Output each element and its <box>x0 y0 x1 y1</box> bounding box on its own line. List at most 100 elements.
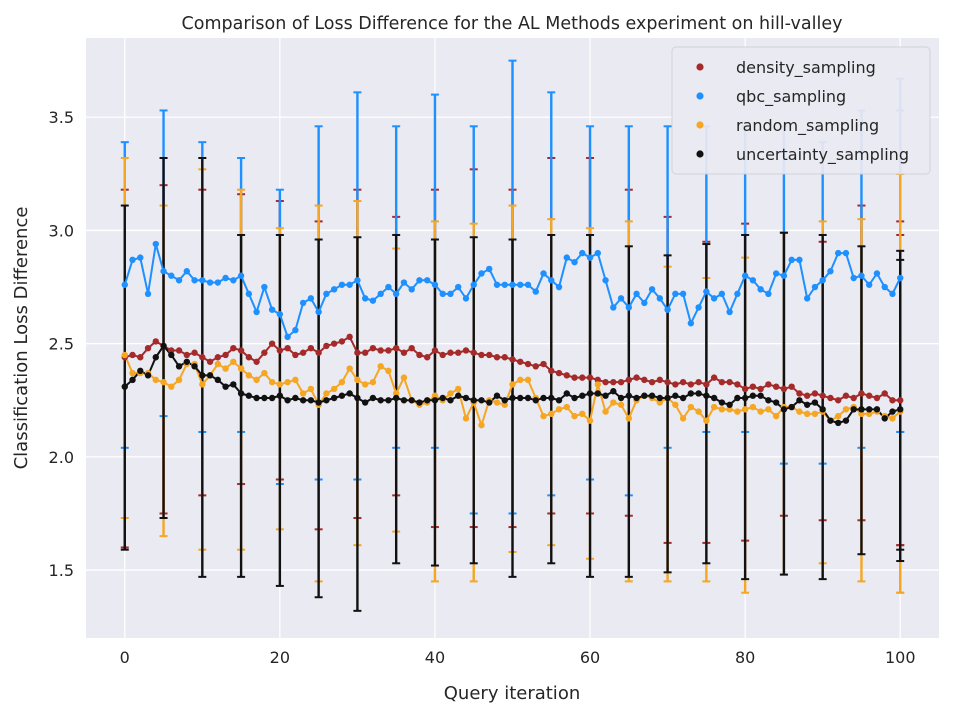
random-sampling-point <box>501 401 508 408</box>
density-sampling-point <box>672 381 679 388</box>
density-sampling-point <box>517 358 524 365</box>
density-sampling-point <box>385 347 392 354</box>
random-sampling-point <box>261 369 268 377</box>
qbc-sampling-point <box>191 277 198 284</box>
density-sampling-point <box>718 378 726 386</box>
density-sampling-point <box>261 349 268 356</box>
random-sampling-point <box>462 415 470 422</box>
uncertainty-sampling-point <box>478 397 485 404</box>
qbc-sampling-point <box>478 270 485 277</box>
uncertainty-sampling-point <box>772 399 780 406</box>
random-sampling-point <box>392 390 400 397</box>
qbc-sampling-point <box>695 304 702 311</box>
density-sampling-point <box>206 358 214 365</box>
random-sampling-point <box>610 399 617 406</box>
uncertainty-sampling-point <box>338 392 346 399</box>
density-sampling-point <box>625 376 633 384</box>
uncertainty-sampling-point <box>245 392 253 399</box>
density-sampling-point <box>741 385 749 393</box>
density-sampling-point <box>307 344 315 352</box>
y-tick-label: 2.5 <box>49 335 74 354</box>
legend-label: density_sampling <box>736 58 876 78</box>
uncertainty-sampling-errorbar <box>586 233 595 578</box>
density-sampling-point <box>850 394 857 402</box>
uncertainty-sampling-point <box>315 399 322 406</box>
uncertainty-sampling-point <box>803 401 811 408</box>
legend-item-qbc-sampling: qbc_sampling <box>696 87 846 107</box>
uncertainty-sampling-point <box>369 394 377 402</box>
density-sampling-point <box>881 390 888 397</box>
uncertainty-sampling-point <box>400 397 408 404</box>
uncertainty-sampling-point <box>299 397 307 404</box>
qbc-sampling-point <box>152 240 159 248</box>
density-sampling-point <box>323 342 330 350</box>
legend-marker <box>696 150 704 158</box>
density-sampling-point <box>656 376 664 384</box>
legend: density_sampling qbc_sampling random_sampl… <box>671 46 931 175</box>
density-sampling-point <box>710 374 718 381</box>
random-sampling-point <box>834 412 842 420</box>
uncertainty-sampling-point <box>881 415 888 422</box>
qbc-sampling-point <box>811 283 819 291</box>
qbc-sampling-point <box>268 306 276 313</box>
qbc-sampling-point <box>788 256 795 264</box>
uncertainty-sampling-point <box>842 417 850 424</box>
qbc-sampling-point <box>641 299 648 307</box>
density-sampling-point <box>648 378 656 386</box>
x-tick-label: 40 <box>425 648 445 667</box>
density-sampling-point <box>873 394 881 402</box>
uncertainty-sampling-point <box>276 392 284 399</box>
density-sampling-point <box>447 349 454 356</box>
uncertainty-sampling-point <box>144 372 152 379</box>
uncertainty-sampling-errorbar <box>198 157 207 578</box>
uncertainty-sampling-point <box>470 397 477 404</box>
density-sampling-point <box>555 369 563 377</box>
qbc-sampling-point <box>222 274 229 282</box>
qbc-sampling-point <box>392 290 400 298</box>
qbc-sampling-point <box>424 277 431 284</box>
random-sampling-point <box>540 412 547 420</box>
uncertainty-sampling-point <box>361 399 369 406</box>
density-sampling-point <box>602 378 609 386</box>
density-sampling-point <box>245 354 253 361</box>
uncertainty-sampling-errorbar <box>159 157 168 519</box>
random-sampling-point <box>757 408 764 415</box>
series-points <box>121 240 904 429</box>
density-sampling-point <box>299 349 307 356</box>
qbc-sampling-point <box>354 277 361 284</box>
density-sampling-point <box>400 349 408 356</box>
density-sampling-point <box>796 390 803 397</box>
uncertainty-sampling-point <box>594 390 601 397</box>
legend-item-uncertainty-sampling: uncertainty_sampling <box>696 145 909 165</box>
random-sampling-point <box>765 406 772 413</box>
density-sampling-point <box>563 372 570 379</box>
uncertainty-sampling-point <box>897 406 904 413</box>
qbc-sampling-point <box>757 286 764 293</box>
uncertainty-sampling-errorbar <box>353 236 362 612</box>
legend-item-density-sampling: density_sampling <box>696 58 876 78</box>
density-sampling-point <box>594 376 601 384</box>
density-sampling-point <box>455 349 462 356</box>
uncertainty-sampling-point <box>656 394 664 402</box>
legend-marker <box>696 121 704 129</box>
uncertainty-sampling-point <box>424 397 431 404</box>
uncertainty-sampling-point <box>765 397 772 404</box>
qbc-sampling-point <box>571 258 578 266</box>
uncertainty-sampling-errorbar <box>779 231 788 576</box>
random-sampling-point <box>679 415 687 422</box>
density-sampling-point <box>664 378 671 386</box>
density-sampling-point <box>803 392 811 399</box>
qbc-sampling-point <box>819 277 826 284</box>
random-sampling-point <box>586 417 594 424</box>
x-axis-label: Query iteration <box>444 683 580 704</box>
uncertainty-sampling-point <box>517 394 524 402</box>
qbc-sampling-point <box>873 270 881 277</box>
random-sampling-point <box>377 363 384 370</box>
qbc-sampling-point <box>462 295 470 302</box>
uncertainty-sampling-point <box>889 408 896 415</box>
x-tick-labels: 0 20 40 60 80 100 <box>120 648 916 667</box>
random-sampling-point <box>741 406 749 413</box>
y-tick-label: 2.0 <box>49 448 74 467</box>
random-sampling-point <box>400 374 408 381</box>
density-sampling-point <box>144 344 152 352</box>
